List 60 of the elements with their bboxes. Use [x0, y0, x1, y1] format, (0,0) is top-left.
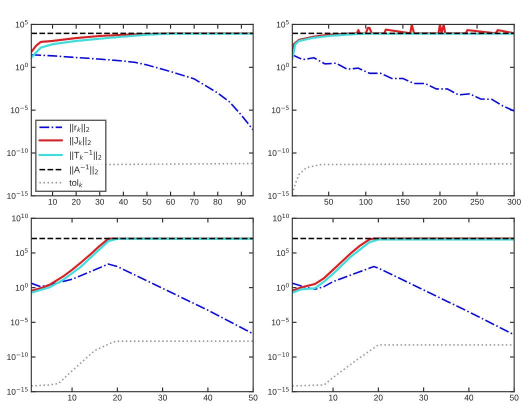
line-series: [31, 340, 254, 387]
y-tick-label: 10$^{−15}$: [268, 387, 289, 395]
x-tick-label: 100: [359, 198, 372, 205]
x-tick-label: 250: [470, 198, 484, 205]
y-tick-label: 10$^{0}$: [276, 283, 289, 291]
x-tick-label: 20: [113, 394, 122, 401]
line-series: [292, 344, 514, 387]
x-tick-label: 200: [433, 198, 447, 205]
y-tick-label: 10$^{−10}$: [268, 352, 289, 360]
y-tick-label: 10$^{0}$: [16, 62, 28, 70]
y-tick-label: 10$^{−5}$: [272, 106, 289, 114]
y-tick-label: 10$^{5}$: [16, 248, 28, 256]
x-tick-label: 40: [118, 198, 128, 205]
y-tick-label: 10$^{−15}$: [7, 191, 28, 199]
y-tick-label: 10$^{−15}$: [7, 387, 28, 395]
x-tick-label: 30: [158, 394, 167, 401]
line-series: [292, 54, 514, 112]
x-tick-label: 50: [142, 198, 152, 205]
line-series: [31, 32, 254, 59]
y-tick-label: 10$^{−5}$: [10, 106, 28, 114]
x-tick-label: 20: [72, 198, 80, 205]
line-series: [31, 54, 254, 131]
x-tick-label: 50: [248, 394, 258, 401]
y-tick-label: 10$^{−10}$: [7, 148, 28, 156]
line-series: [31, 263, 254, 335]
x-tick-label: 30: [95, 198, 104, 205]
x-tick-label: 40: [203, 394, 212, 401]
x-tick-label: 10: [329, 394, 338, 401]
x-tick-label: 60: [166, 198, 175, 205]
y-tick-label: 10$^{−10}$: [7, 352, 28, 360]
y-tick-label: 10$^{−5}$: [272, 318, 289, 326]
y-tick-label: 10$^{10}$: [12, 214, 28, 222]
y-tick-label: 10$^{−5}$: [10, 318, 28, 326]
x-tick-label: 40: [464, 394, 474, 401]
x-tick-label: 30: [419, 394, 428, 401]
legend-label: ||J$_{k}$||$_{2}$: [70, 136, 91, 146]
y-tick-label: 10$^{5}$: [276, 20, 289, 28]
x-tick-label: 20: [374, 394, 383, 401]
x-tick-label: 50: [324, 198, 333, 205]
x-tick-label: 70: [190, 198, 198, 205]
line-series: [292, 32, 514, 60]
line-series: [292, 266, 514, 336]
y-tick-label: 10$^{5}$: [276, 248, 289, 256]
y-tick-label: 10$^{10}$: [273, 214, 289, 222]
x-tick-label: 10: [68, 394, 76, 401]
y-tick-label: 10$^{5}$: [16, 20, 28, 28]
x-tick-label: 150: [396, 198, 410, 205]
y-tick-label: 10$^{0}$: [276, 62, 289, 70]
x-tick-label: 90: [237, 198, 246, 205]
x-tick-label: 50: [510, 394, 518, 401]
y-tick-label: 10$^{0}$: [16, 283, 28, 291]
x-tick-label: 10: [48, 198, 57, 205]
y-tick-label: 10$^{−10}$: [268, 148, 289, 156]
legend-label: ||A$^{−1}$||$_{2}$: [70, 164, 98, 175]
x-tick-label: 80: [213, 198, 222, 205]
legend-label: ||r$_{k}$||$_{2}$: [70, 124, 90, 132]
y-tick-label: 10$^{−15}$: [268, 191, 289, 199]
legend-label: tol$_{k}$: [69, 179, 83, 188]
legend-label: ||T$_{k}$$^{−1}$||$_{2}$: [70, 150, 102, 160]
x-tick-label: 300: [508, 198, 521, 205]
